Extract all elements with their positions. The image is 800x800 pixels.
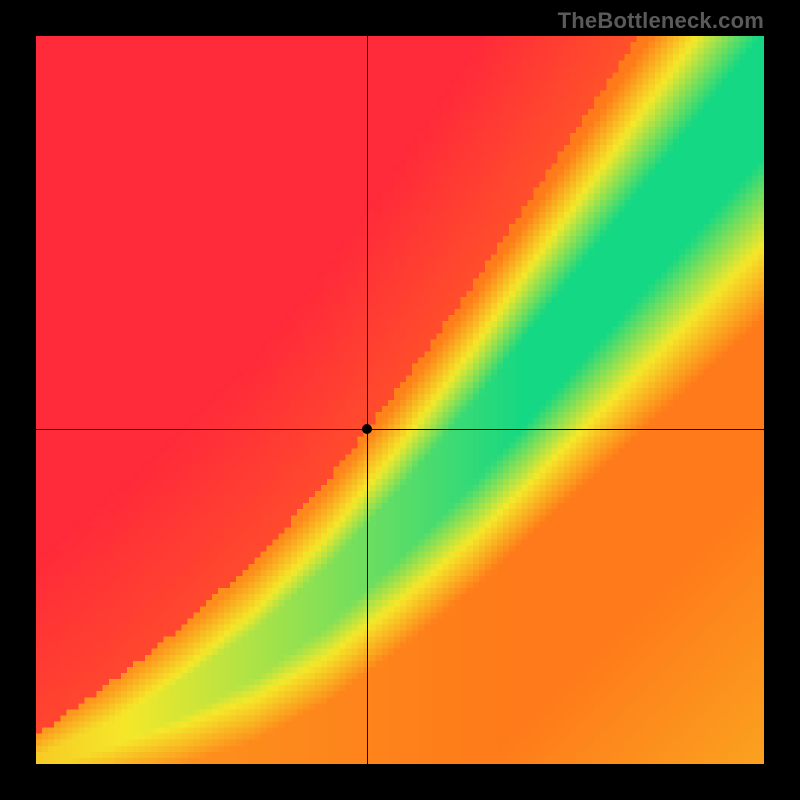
watermark-text: TheBottleneck.com	[558, 8, 764, 34]
crosshair-horizontal	[36, 429, 764, 430]
bottleneck-heatmap	[36, 36, 764, 764]
heatmap-canvas	[36, 36, 764, 764]
crosshair-marker	[362, 424, 372, 434]
crosshair-vertical	[367, 36, 368, 764]
